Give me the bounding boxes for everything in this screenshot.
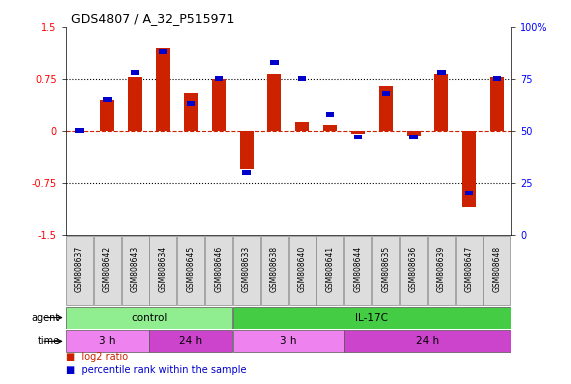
Bar xyxy=(344,236,371,305)
Bar xyxy=(128,77,142,131)
Bar xyxy=(103,97,111,102)
Bar xyxy=(493,76,501,81)
Text: control: control xyxy=(131,313,167,323)
Bar xyxy=(379,86,393,131)
Text: GSM808646: GSM808646 xyxy=(214,246,223,292)
Text: GSM808635: GSM808635 xyxy=(381,246,391,292)
Bar xyxy=(150,236,176,305)
Bar xyxy=(66,306,232,329)
Bar xyxy=(233,236,260,305)
Bar xyxy=(243,170,251,175)
Text: 3 h: 3 h xyxy=(280,336,296,346)
Bar xyxy=(456,236,482,305)
Bar xyxy=(184,93,198,131)
Bar xyxy=(435,74,448,131)
Text: 3 h: 3 h xyxy=(99,336,116,346)
Bar xyxy=(131,70,139,75)
Text: agent: agent xyxy=(32,313,60,323)
Bar xyxy=(66,330,149,353)
Bar xyxy=(344,330,511,353)
Bar xyxy=(212,79,226,131)
Bar xyxy=(205,236,232,305)
Text: IL-17C: IL-17C xyxy=(355,313,388,323)
Bar xyxy=(428,236,455,305)
Bar xyxy=(463,131,476,207)
Bar xyxy=(295,122,309,131)
Bar xyxy=(354,134,362,139)
Text: GSM808642: GSM808642 xyxy=(103,246,112,292)
Bar xyxy=(323,125,337,131)
Bar xyxy=(326,112,334,117)
Bar xyxy=(177,236,204,305)
Bar xyxy=(240,131,254,169)
Text: GSM808639: GSM808639 xyxy=(437,246,446,292)
Bar xyxy=(490,78,504,131)
Bar xyxy=(270,60,279,65)
Bar xyxy=(400,236,427,305)
Text: GSM808637: GSM808637 xyxy=(75,246,84,292)
Text: GSM808640: GSM808640 xyxy=(297,246,307,292)
Text: ■  log2 ratio: ■ log2 ratio xyxy=(66,352,128,362)
Bar xyxy=(465,190,473,195)
Bar xyxy=(159,50,167,54)
Text: GSM808645: GSM808645 xyxy=(186,246,195,292)
Bar xyxy=(94,236,121,305)
Bar xyxy=(75,128,84,133)
Bar xyxy=(187,101,195,106)
Text: GSM808633: GSM808633 xyxy=(242,246,251,292)
Text: 24 h: 24 h xyxy=(416,336,439,346)
Bar xyxy=(215,76,223,81)
Text: time: time xyxy=(38,336,60,346)
Bar xyxy=(288,236,316,305)
Bar xyxy=(156,48,170,131)
Text: GSM808636: GSM808636 xyxy=(409,246,418,292)
Text: ■  percentile rank within the sample: ■ percentile rank within the sample xyxy=(66,365,246,375)
Bar xyxy=(437,70,445,75)
Bar xyxy=(122,236,148,305)
Text: GSM808643: GSM808643 xyxy=(131,246,140,292)
Bar xyxy=(150,330,232,353)
Bar xyxy=(233,330,344,353)
Text: GSM808647: GSM808647 xyxy=(465,246,474,292)
Bar xyxy=(381,91,390,96)
Bar xyxy=(407,131,421,136)
Bar xyxy=(261,236,288,305)
Bar xyxy=(409,134,418,139)
Bar xyxy=(267,74,282,131)
Bar xyxy=(372,236,399,305)
Bar xyxy=(233,306,511,329)
Text: GSM808634: GSM808634 xyxy=(159,246,168,292)
Bar xyxy=(66,236,93,305)
Text: GSM808641: GSM808641 xyxy=(325,246,335,292)
Text: GDS4807 / A_32_P515971: GDS4807 / A_32_P515971 xyxy=(71,12,235,25)
Text: 24 h: 24 h xyxy=(179,336,203,346)
Text: GSM808644: GSM808644 xyxy=(353,246,363,292)
Bar xyxy=(316,236,344,305)
Bar xyxy=(351,131,365,134)
Bar xyxy=(298,76,307,81)
Bar xyxy=(100,99,114,131)
Text: GSM808648: GSM808648 xyxy=(493,246,502,292)
Text: GSM808638: GSM808638 xyxy=(270,246,279,292)
Bar xyxy=(484,236,510,305)
